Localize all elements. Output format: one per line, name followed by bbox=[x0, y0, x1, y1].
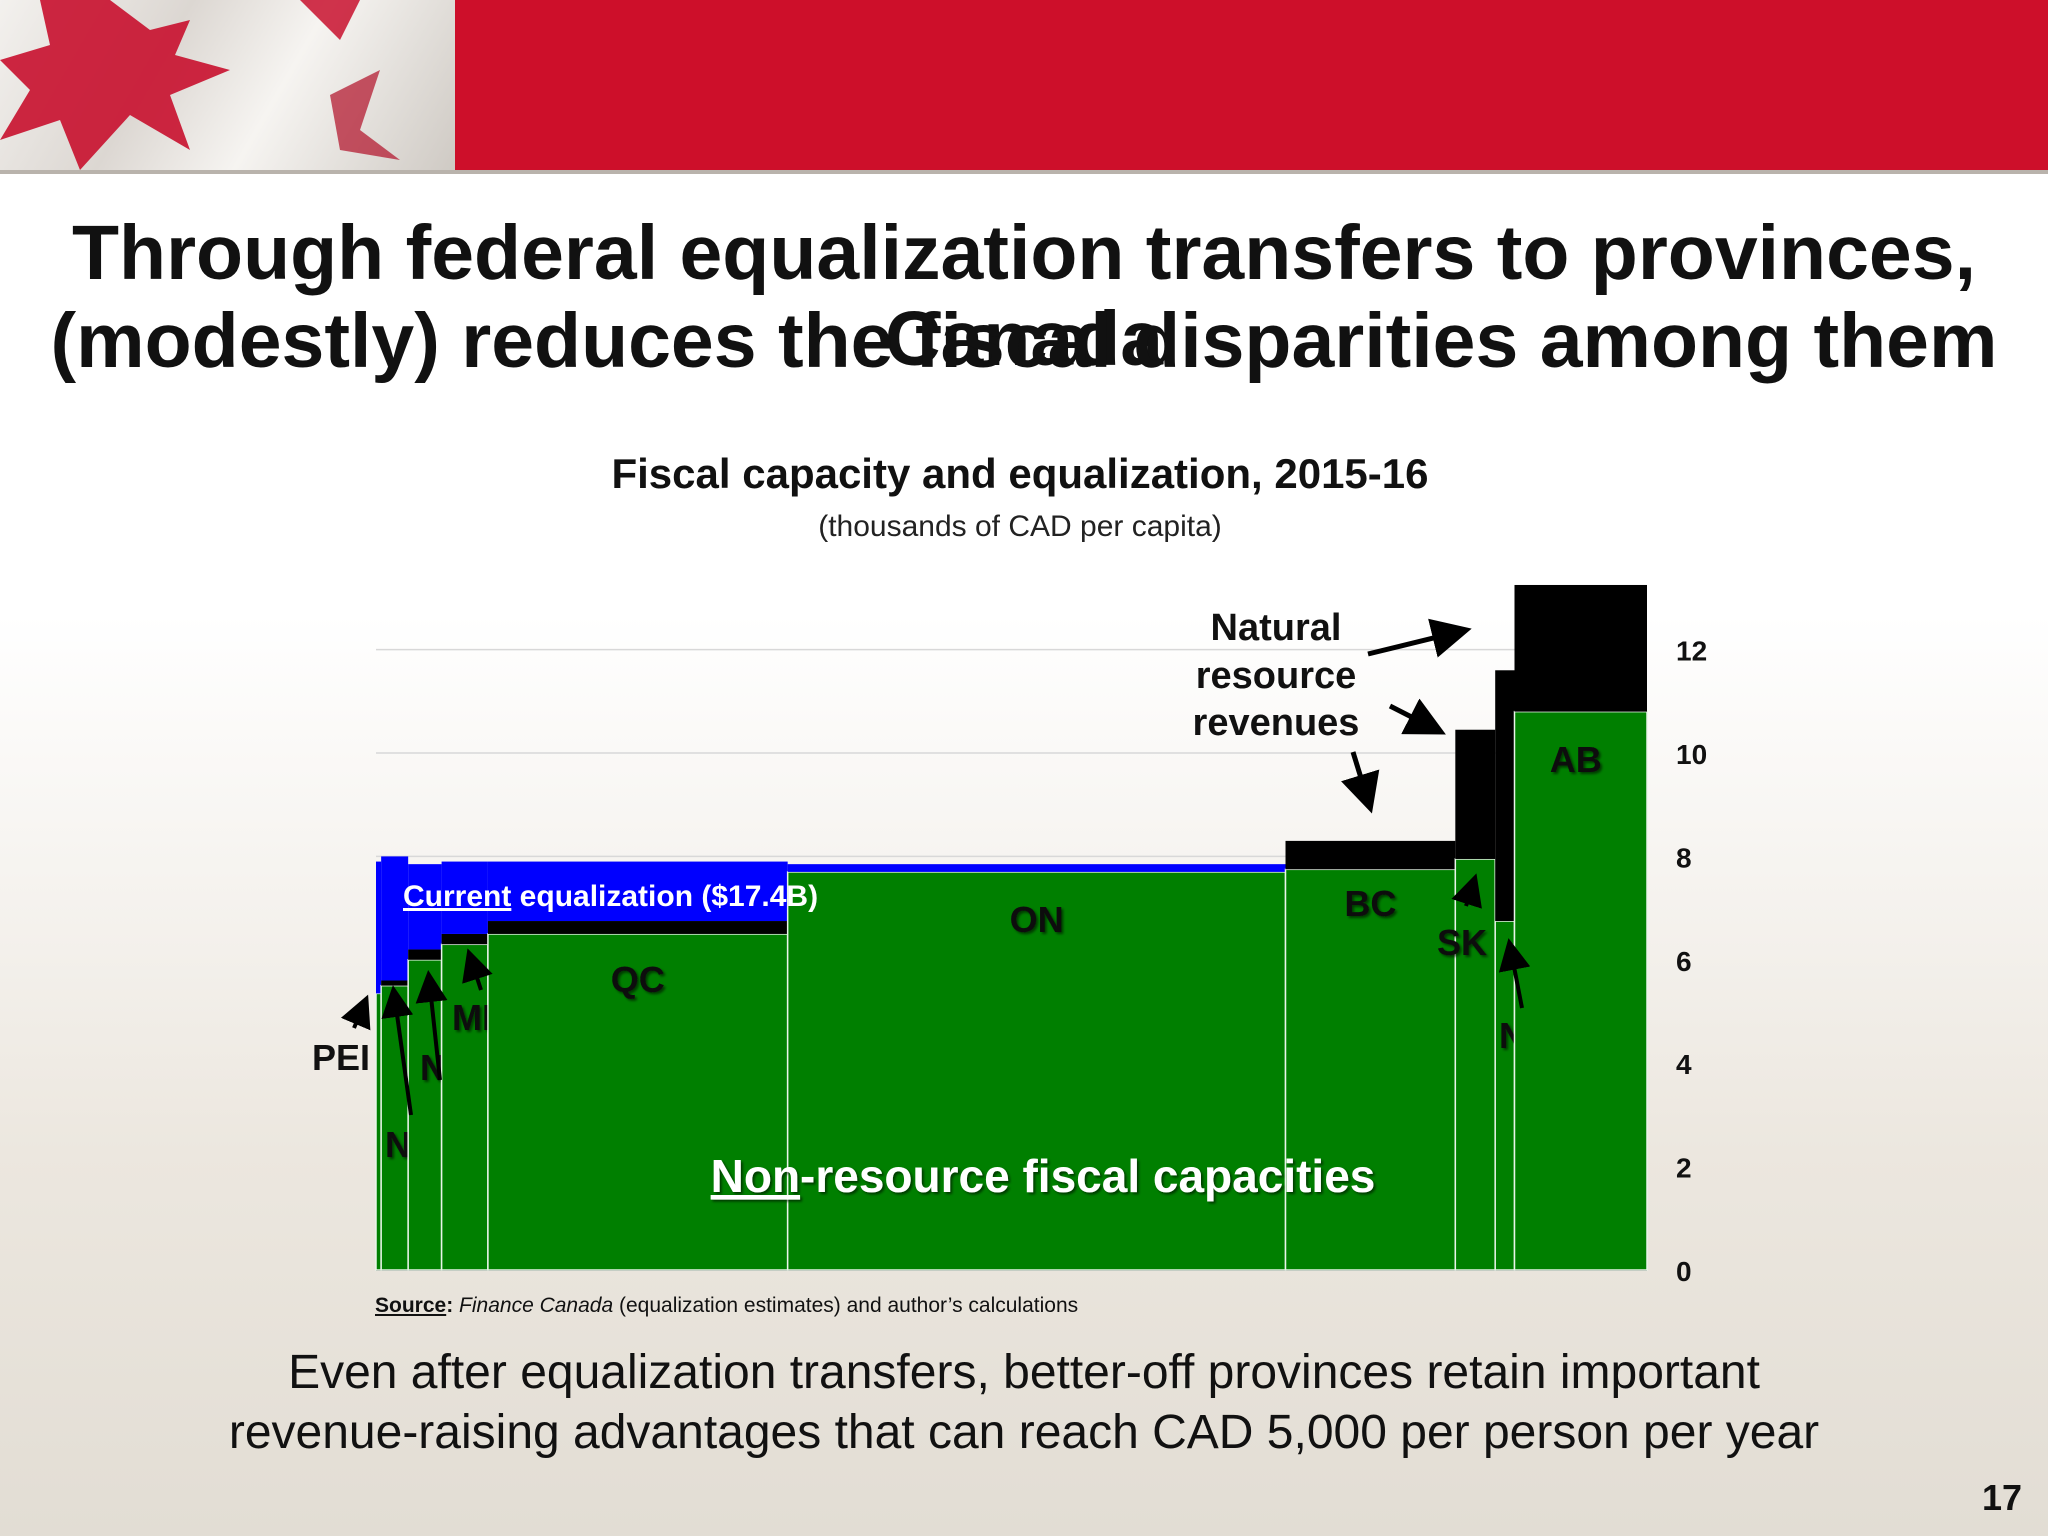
y-tick-label: 8 bbox=[1676, 842, 1692, 873]
non-resource-bar-sk bbox=[1454, 858, 1496, 1271]
canada-flag-image bbox=[0, 0, 455, 170]
non-resource-bar-ab bbox=[1513, 710, 1648, 1271]
nb-arrow bbox=[381, 985, 414, 1116]
mb-arrow bbox=[462, 948, 493, 991]
category-label-bc: BC bbox=[1344, 883, 1396, 924]
slide-title-line-1: Through federal equalization transfers t… bbox=[72, 210, 1976, 382]
y-tick-label: 4 bbox=[1676, 1049, 1692, 1080]
slide-title-line-2: (modestly) reduces the fiscal disparitie… bbox=[50, 298, 1998, 384]
resource-bar-sk bbox=[1455, 729, 1496, 859]
equalization-bar-on bbox=[787, 864, 1286, 872]
source-note: Source: Finance Canada (equalization est… bbox=[375, 1294, 1078, 1318]
takeaway-line-1: Even after equalization transfers, bette… bbox=[288, 1346, 1760, 1399]
banner-divider bbox=[0, 170, 2048, 174]
sk-arrow bbox=[1451, 873, 1482, 909]
equalization-bar-nb bbox=[381, 856, 409, 981]
category-label-sk: SK bbox=[1437, 922, 1487, 963]
category-label-ab: AB bbox=[1550, 739, 1602, 780]
non-resource-label-rest: -resource fiscal capacities bbox=[800, 1150, 1375, 1202]
source-rest: (equalization estimates) and author’s ca… bbox=[613, 1294, 1079, 1317]
non-resource-bar-qc bbox=[487, 933, 789, 1271]
equalization-bar-ns bbox=[408, 864, 442, 950]
natural-resource-label-line-3: revenues bbox=[1193, 702, 1360, 744]
equalization-bar-qc bbox=[487, 861, 788, 922]
resource-bar-ab bbox=[1514, 584, 1647, 712]
resource-bar-bc bbox=[1285, 840, 1456, 870]
equalization-bar-mb bbox=[441, 861, 488, 934]
resource-arrow-sk bbox=[1388, 698, 1446, 735]
nl-arrow bbox=[1498, 938, 1531, 1009]
non-resource-label: Non-resource fiscal capacities bbox=[711, 1150, 1376, 1202]
y-tick-label: 2 bbox=[1676, 1153, 1692, 1184]
resource-arrow-ab bbox=[1367, 618, 1472, 658]
non-resource-label-non: Non bbox=[711, 1150, 800, 1202]
y-tick-label: 0 bbox=[1676, 1256, 1692, 1287]
non-resource-bar-nl bbox=[1494, 920, 1516, 1271]
category-label-pei: PEI bbox=[312, 1037, 370, 1078]
natural-resource-label-line-1: Natural bbox=[1211, 607, 1342, 649]
resource-bar-mb bbox=[441, 933, 488, 945]
resource-bar-nb bbox=[381, 980, 409, 986]
non-resource-bar-pei bbox=[375, 992, 382, 1271]
equalization-bar-pei bbox=[376, 861, 382, 994]
equalization-label-current: Current bbox=[403, 880, 511, 913]
non-resource-bar-mb bbox=[440, 943, 489, 1271]
y-tick-label: 10 bbox=[1676, 739, 1707, 770]
equalization-label: Current equalization ($17.4B) bbox=[403, 880, 818, 913]
resource-bar-ns bbox=[408, 949, 442, 960]
category-label-on: ON bbox=[1010, 899, 1064, 940]
page-number: 17 bbox=[1981, 1477, 2022, 1518]
chart-subtitle: (thousands of CAD per capita) bbox=[818, 510, 1222, 543]
category-label-qc: QC bbox=[611, 959, 665, 1000]
pei-arrow bbox=[340, 994, 371, 1031]
source-label: Source bbox=[375, 1294, 447, 1317]
resource-bar-nl bbox=[1495, 670, 1515, 922]
source-italic: Finance Canada bbox=[459, 1294, 614, 1317]
chart-title: Fiscal capacity and equalization, 2015-1… bbox=[611, 450, 1429, 497]
non-resource-bar-on bbox=[786, 871, 1287, 1271]
non-resource-bar-ns bbox=[407, 959, 443, 1271]
resource-arrow-bc bbox=[1341, 751, 1380, 814]
natural-resource-label-line-2: resource bbox=[1196, 655, 1357, 697]
y-tick-label: 12 bbox=[1676, 636, 1707, 667]
non-resource-bar-bc bbox=[1284, 868, 1457, 1271]
takeaway-line-2: revenue-raising advantages that can reac… bbox=[228, 1406, 1820, 1459]
y-tick-label: 6 bbox=[1676, 946, 1692, 977]
resource-bar-qc bbox=[487, 921, 788, 934]
equalization-label-rest: equalization ($17.4B) bbox=[511, 880, 818, 913]
source-colon: : bbox=[446, 1294, 454, 1317]
ns-arrow bbox=[415, 970, 448, 1081]
